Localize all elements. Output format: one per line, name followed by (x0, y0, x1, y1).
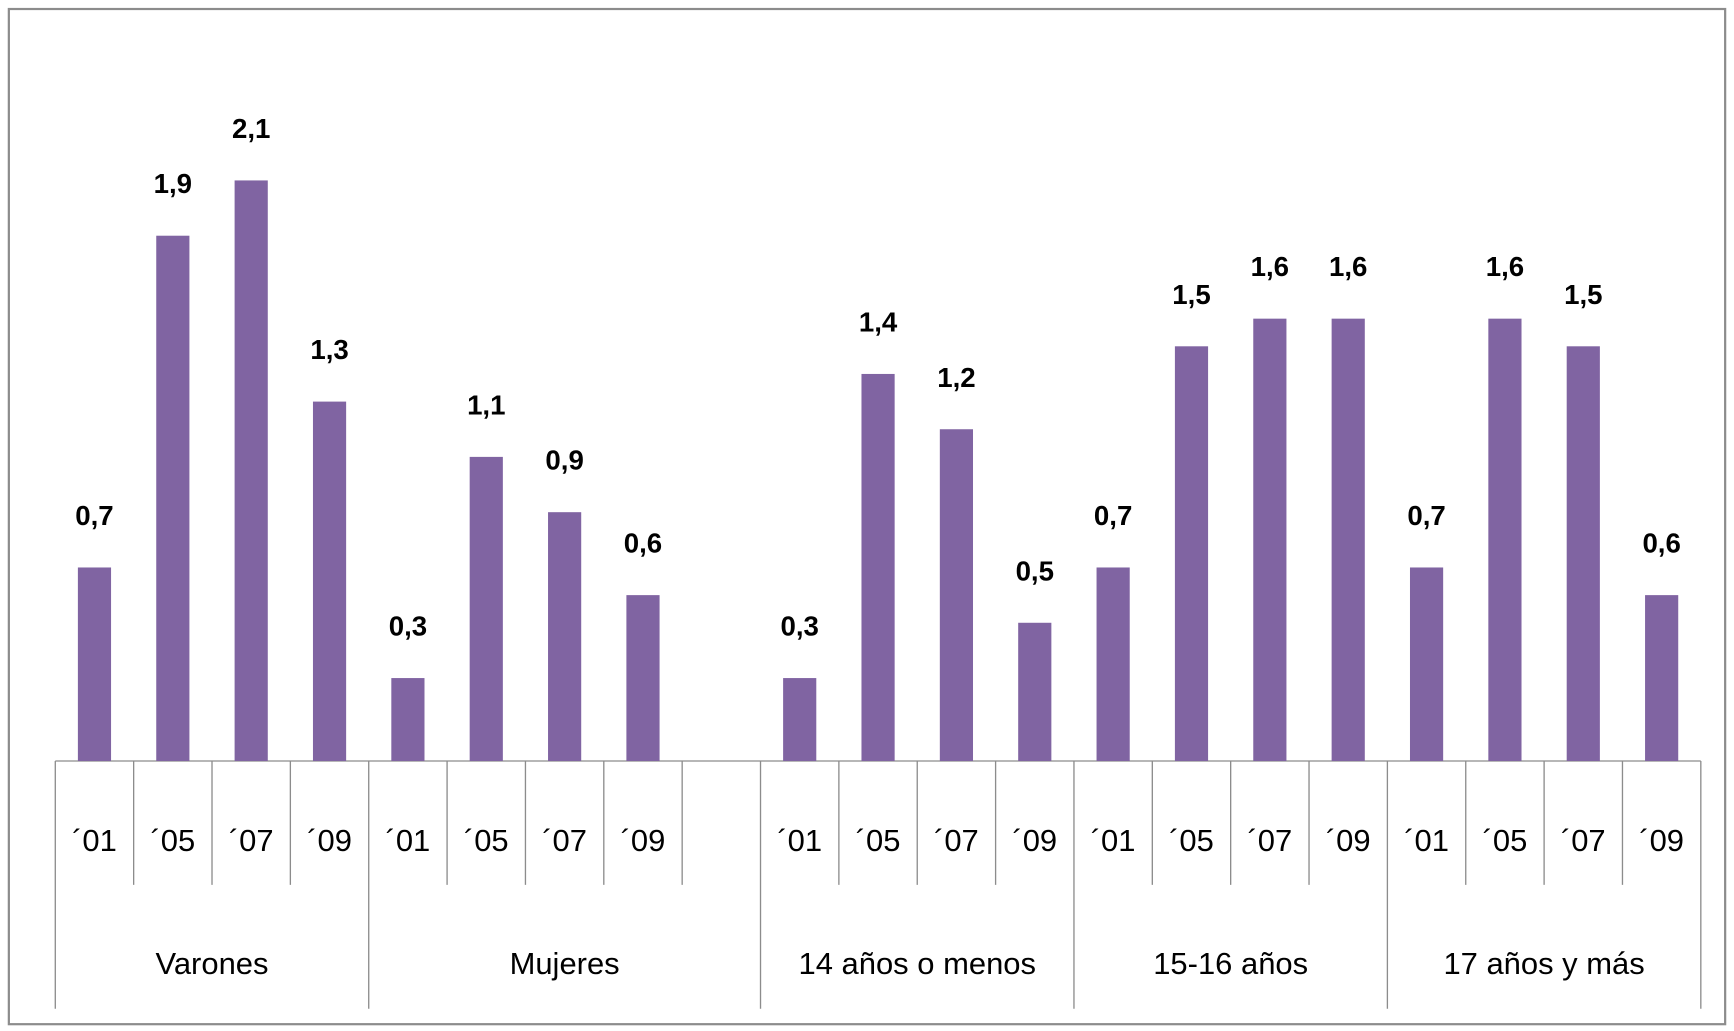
x-tick-label: ´07 (934, 823, 979, 858)
x-tick-label: ´07 (1561, 823, 1606, 858)
group-label: 15-16 años (1153, 946, 1308, 981)
x-tick-label: ´01 (386, 823, 431, 858)
data-label: 0,7 (1094, 500, 1132, 531)
x-tick-label: ´05 (1483, 823, 1528, 858)
data-label: 1,2 (937, 362, 975, 393)
bar (1566, 346, 1600, 762)
data-label: 0,3 (389, 611, 427, 642)
group-label: Mujeres (510, 946, 620, 981)
data-label: 1,1 (467, 389, 505, 420)
data-label: 1,4 (859, 306, 898, 337)
x-tick-label: ´07 (1247, 823, 1292, 858)
bar (1253, 318, 1287, 762)
x-tick-label: ´05 (150, 823, 195, 858)
bar (77, 567, 112, 762)
x-tick-label: ´01 (1404, 823, 1449, 858)
bar (156, 235, 190, 762)
data-label: 0,3 (780, 611, 818, 642)
data-label: 0,9 (545, 445, 583, 476)
bar (939, 429, 974, 762)
group-label: 14 años o menos (799, 946, 1036, 981)
x-tick-label: ´05 (1169, 823, 1214, 858)
data-label: 1,6 (1251, 251, 1289, 282)
bar (861, 373, 895, 762)
x-tick-label: ´07 (229, 823, 274, 858)
data-label: 0,6 (624, 528, 662, 559)
bar (469, 456, 503, 762)
x-tick-label: ´01 (777, 823, 822, 858)
bar (1096, 567, 1130, 762)
bar (548, 512, 582, 762)
data-label: 1,9 (154, 168, 192, 199)
bar (1018, 622, 1052, 762)
bar (312, 401, 347, 762)
data-label: 0,6 (1642, 528, 1680, 559)
group-label: Varones (156, 946, 269, 981)
x-tick-label: ´01 (72, 823, 117, 858)
bar (1174, 346, 1209, 762)
data-label: 1,5 (1172, 279, 1210, 310)
x-tick-label: ´07 (542, 823, 587, 858)
data-label: 1,6 (1329, 251, 1367, 282)
data-label: 0,7 (75, 500, 113, 531)
x-tick-label: ´09 (1326, 823, 1371, 858)
x-tick-label: ´09 (621, 823, 666, 858)
data-label: 0,7 (1407, 500, 1445, 531)
x-tick-label: ´01 (1091, 823, 1136, 858)
data-label: 1,3 (310, 334, 348, 365)
x-tick-label: ´09 (1012, 823, 1057, 858)
bar (626, 595, 660, 762)
data-label: 0,5 (1016, 555, 1054, 586)
x-tick-label: ´09 (307, 823, 352, 858)
bar (1488, 318, 1522, 762)
group-label: 17 años y más (1443, 946, 1644, 981)
x-tick-label: ´05 (464, 823, 509, 858)
x-tick-label: ´09 (1639, 823, 1684, 858)
bar (1409, 567, 1444, 762)
data-label: 1,6 (1486, 251, 1524, 282)
x-tick-label: ´05 (856, 823, 901, 858)
data-label: 1,5 (1564, 279, 1602, 310)
bar (234, 180, 268, 762)
bar (391, 678, 425, 762)
bar (1331, 318, 1365, 762)
bar (783, 678, 817, 762)
data-label: 2,1 (232, 113, 270, 144)
bar (1645, 595, 1679, 762)
